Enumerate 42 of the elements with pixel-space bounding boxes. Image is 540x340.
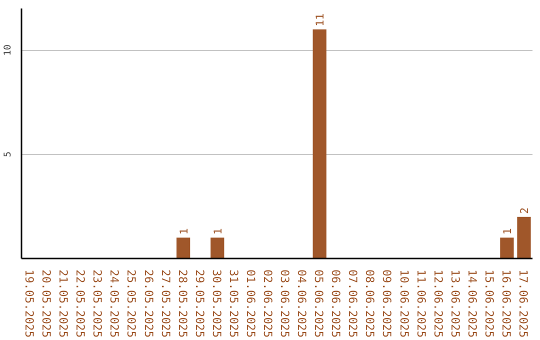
x-tick-label: 08.06.2025 xyxy=(363,270,378,338)
x-tick-label: 20.05.2025 xyxy=(40,270,54,338)
x-tick-label: 11.06.2025 xyxy=(414,270,428,338)
x-tick-label: 07.06.2025 xyxy=(346,270,360,338)
x-tick-label: 21.05.2025 xyxy=(56,270,71,338)
x-tick-label: 25.05.2025 xyxy=(124,270,139,338)
y-tick-label: 10 xyxy=(2,44,14,56)
x-tick-label: 10.06.2025 xyxy=(397,270,412,338)
bar xyxy=(517,216,531,258)
data-label: 2 xyxy=(518,207,531,214)
x-tick-label: 26.05.2025 xyxy=(142,270,156,338)
x-tick-label: 13.06.2025 xyxy=(448,270,462,338)
x-tick-label: 28.05.2025 xyxy=(176,270,190,338)
x-tick-label: 31.05.2025 xyxy=(226,270,241,338)
x-tick-label: 12.06.2025 xyxy=(431,270,446,338)
bar xyxy=(312,29,326,258)
x-tick-label: 27.05.2025 xyxy=(158,270,173,338)
x-tick-label: 14.06.2025 xyxy=(465,270,480,338)
bar xyxy=(500,238,514,258)
x-tick-label: 24.05.2025 xyxy=(108,270,122,338)
x-tick-label: 04.06.2025 xyxy=(295,270,310,338)
data-label: 1 xyxy=(500,228,514,235)
x-tick-label: 22.05.2025 xyxy=(74,270,88,338)
x-tick-label: 05.06.2025 xyxy=(312,270,326,338)
x-tick-label: 23.05.2025 xyxy=(90,270,105,338)
data-label: 11 xyxy=(314,13,327,26)
x-tick-label: 29.05.2025 xyxy=(192,270,207,338)
x-tick-label: 19.05.2025 xyxy=(22,270,37,338)
data-label: 1 xyxy=(177,228,190,235)
bar xyxy=(176,238,190,258)
bar xyxy=(210,238,224,258)
x-tick-label: 01.06.2025 xyxy=(244,270,258,338)
x-tick-label: 09.06.2025 xyxy=(380,270,394,338)
x-tick-label: 02.06.2025 xyxy=(260,270,275,338)
data-label: 1 xyxy=(211,228,224,235)
y-tick-label: 5 xyxy=(2,152,14,158)
x-tick-label: 16.06.2025 xyxy=(499,270,514,338)
x-tick-label: 03.06.2025 xyxy=(278,270,292,338)
x-tick-label: 06.06.2025 xyxy=(329,270,344,338)
x-tick-label: 15.06.2025 xyxy=(482,270,496,338)
x-tick-label: 30.05.2025 xyxy=(210,270,224,338)
x-tick-label: 17.06.2025 xyxy=(516,270,530,338)
